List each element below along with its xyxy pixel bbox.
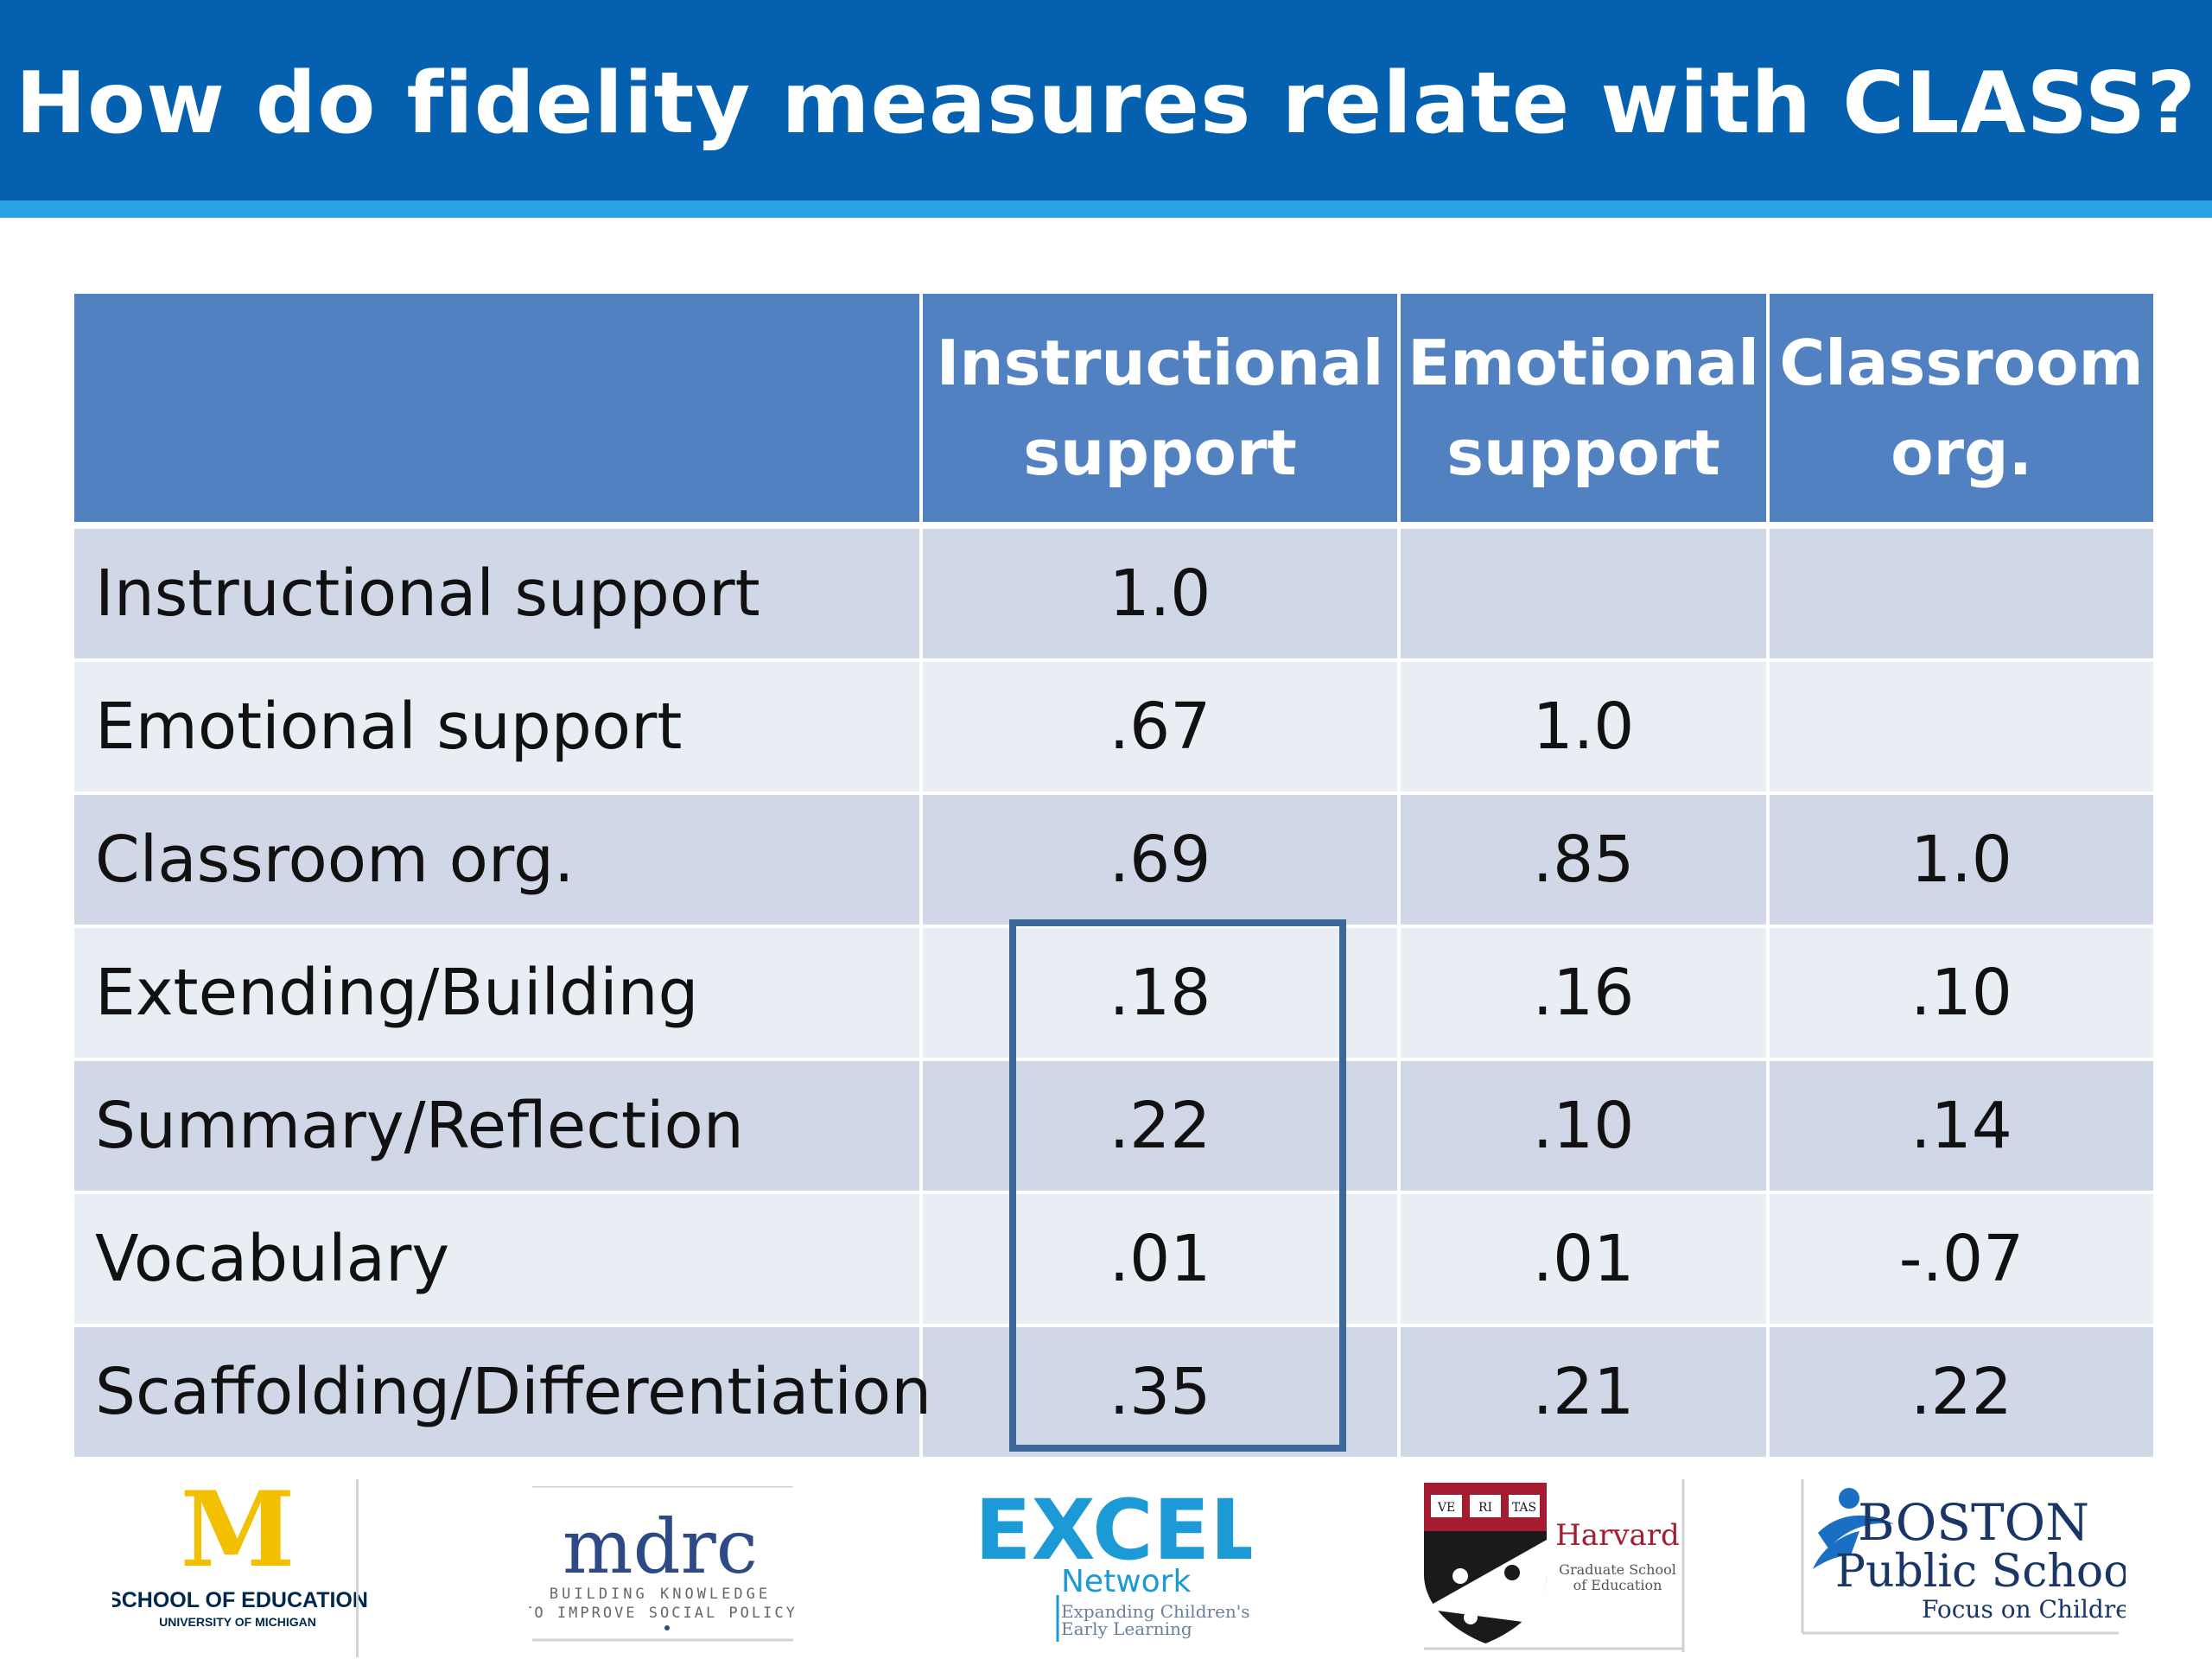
table-cell: .16 bbox=[1399, 926, 1770, 1061]
header-row: Instructional support Emotional support … bbox=[74, 294, 2157, 529]
header-cell-emotional-support: Emotional support bbox=[1399, 294, 1770, 529]
excel-network-label: Network bbox=[1061, 1564, 1191, 1599]
table-cell: .10 bbox=[1399, 1059, 1770, 1194]
boston-public-schools-label: Public Schools bbox=[1835, 1546, 2126, 1598]
excel-network-logo: EXCEL Network Expanding Children's Early… bbox=[975, 1479, 1262, 1643]
table-row: Summary/Reflection .22 .10 .14 bbox=[74, 1059, 2157, 1194]
row-label: Summary/Reflection bbox=[74, 1059, 923, 1194]
row-label: Classroom org. bbox=[74, 793, 923, 928]
mdrc-wordmark: mdrc bbox=[563, 1504, 758, 1591]
table-cell: .10 bbox=[1768, 926, 2157, 1061]
table-cell: 1.0 bbox=[921, 525, 1401, 662]
umich-block-m: M bbox=[181, 1479, 296, 1591]
table-row: Classroom org. .69 .85 1.0 bbox=[74, 793, 2157, 928]
harvard-school-label-1: Graduate School bbox=[1559, 1561, 1676, 1578]
boston-tagline: Focus on Children bbox=[1922, 1595, 2126, 1624]
umich-school-label: SCHOOL OF EDUCATION bbox=[112, 1588, 368, 1612]
table-cell bbox=[1399, 525, 1770, 662]
table-cell: .21 bbox=[1399, 1325, 1770, 1460]
row-label: Instructional support bbox=[74, 525, 923, 662]
boston-wordmark: BOSTON bbox=[1858, 1493, 2089, 1552]
table-row: Emotional support .67 1.0 bbox=[74, 660, 2157, 795]
row-label: Vocabulary bbox=[74, 1192, 923, 1327]
excel-wordmark: EXCEL bbox=[975, 1482, 1251, 1579]
table-cell: .01 bbox=[921, 1192, 1401, 1327]
table-cell: .14 bbox=[1768, 1059, 2157, 1194]
harvard-wordmark: Harvard bbox=[1555, 1518, 1680, 1553]
table-cell: .01 bbox=[1399, 1192, 1770, 1327]
title-bar bbox=[0, 0, 2212, 200]
correlation-table: Instructional support Emotional support … bbox=[74, 294, 2157, 1460]
table-row: Vocabulary .01 .01 -.07 bbox=[74, 1192, 2157, 1327]
mdrc-tagline-2: TO IMPROVE SOCIAL POLICY bbox=[529, 1605, 797, 1622]
slide-title: How do fidelity measures relate with CLA… bbox=[15, 54, 2197, 153]
mdrc-logo: mdrc BUILDING KNOWLEDGE TO IMPROVE SOCIA… bbox=[523, 1484, 797, 1642]
header-cell-instructional-support: Instructional support bbox=[921, 294, 1401, 529]
harvard-gse-logo: VE RI TAS Harvard Graduate School of Edu… bbox=[1417, 1479, 1694, 1652]
table-cell: .22 bbox=[1768, 1325, 2157, 1460]
table-cell: .67 bbox=[921, 660, 1401, 795]
header-cell-corner bbox=[74, 294, 923, 529]
mdrc-tagline-1: BUILDING KNOWLEDGE bbox=[550, 1586, 771, 1603]
excel-tagline-2: Early Learning bbox=[1061, 1618, 1192, 1639]
table-row: Extending/Building .18 .16 .10 bbox=[74, 926, 2157, 1061]
table-cell bbox=[1768, 660, 2157, 795]
harvard-school-label-2: of Education bbox=[1573, 1577, 1662, 1593]
table-cell: 1.0 bbox=[1768, 793, 2157, 928]
harvard-crest-letters-2: RI bbox=[1478, 1501, 1492, 1515]
harvard-crest-letters-3: TAS bbox=[1512, 1501, 1536, 1515]
title-stripe bbox=[0, 200, 2212, 218]
row-label: Emotional support bbox=[74, 660, 923, 795]
table-cell: .69 bbox=[921, 793, 1401, 928]
excel-tagline-1: Expanding Children's bbox=[1061, 1601, 1250, 1622]
header-cell-classroom-org: Classroom org. bbox=[1768, 294, 2157, 529]
row-label: Extending/Building bbox=[74, 926, 923, 1061]
table-cell: .18 bbox=[921, 926, 1401, 1061]
harvard-crest-letters-1: VE bbox=[1437, 1501, 1455, 1515]
umich-logo: M SCHOOL OF EDUCATION UNIVERSITY OF MICH… bbox=[107, 1469, 372, 1635]
table-cell: .85 bbox=[1399, 793, 1770, 928]
boston-public-schools-logo: BOSTON Public Schools Focus on Children bbox=[1797, 1479, 2168, 1643]
row-label: Scaffolding/Differentiation bbox=[74, 1325, 931, 1460]
table-cell bbox=[1768, 525, 2157, 662]
table-cell: -.07 bbox=[1768, 1192, 2157, 1327]
table-cell: .35 bbox=[921, 1325, 1401, 1460]
table-cell: .22 bbox=[921, 1059, 1401, 1194]
umich-university-label: UNIVERSITY OF MICHIGAN bbox=[159, 1615, 316, 1629]
table-row: Scaffolding/Differentiation .35 .21 .22 bbox=[74, 1325, 2157, 1460]
logo-divider bbox=[356, 1479, 359, 1657]
table-row: Instructional support 1.0 bbox=[74, 525, 2157, 662]
table-cell: 1.0 bbox=[1399, 660, 1770, 795]
